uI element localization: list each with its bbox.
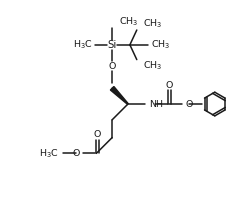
Text: H$_3$C: H$_3$C xyxy=(73,39,92,51)
Text: CH$_3$: CH$_3$ xyxy=(143,18,162,30)
Text: CH$_3$: CH$_3$ xyxy=(151,39,170,51)
Text: O: O xyxy=(108,62,116,71)
Text: O: O xyxy=(72,149,80,158)
Text: NH: NH xyxy=(149,100,163,108)
Polygon shape xyxy=(110,86,128,104)
Text: CH$_3$: CH$_3$ xyxy=(119,16,138,28)
Text: CH$_3$: CH$_3$ xyxy=(143,59,162,72)
Text: Si: Si xyxy=(107,40,117,50)
Text: O: O xyxy=(185,100,193,108)
Text: O: O xyxy=(166,81,173,90)
Text: O: O xyxy=(94,130,101,139)
Text: H$_3$C: H$_3$C xyxy=(39,147,59,160)
